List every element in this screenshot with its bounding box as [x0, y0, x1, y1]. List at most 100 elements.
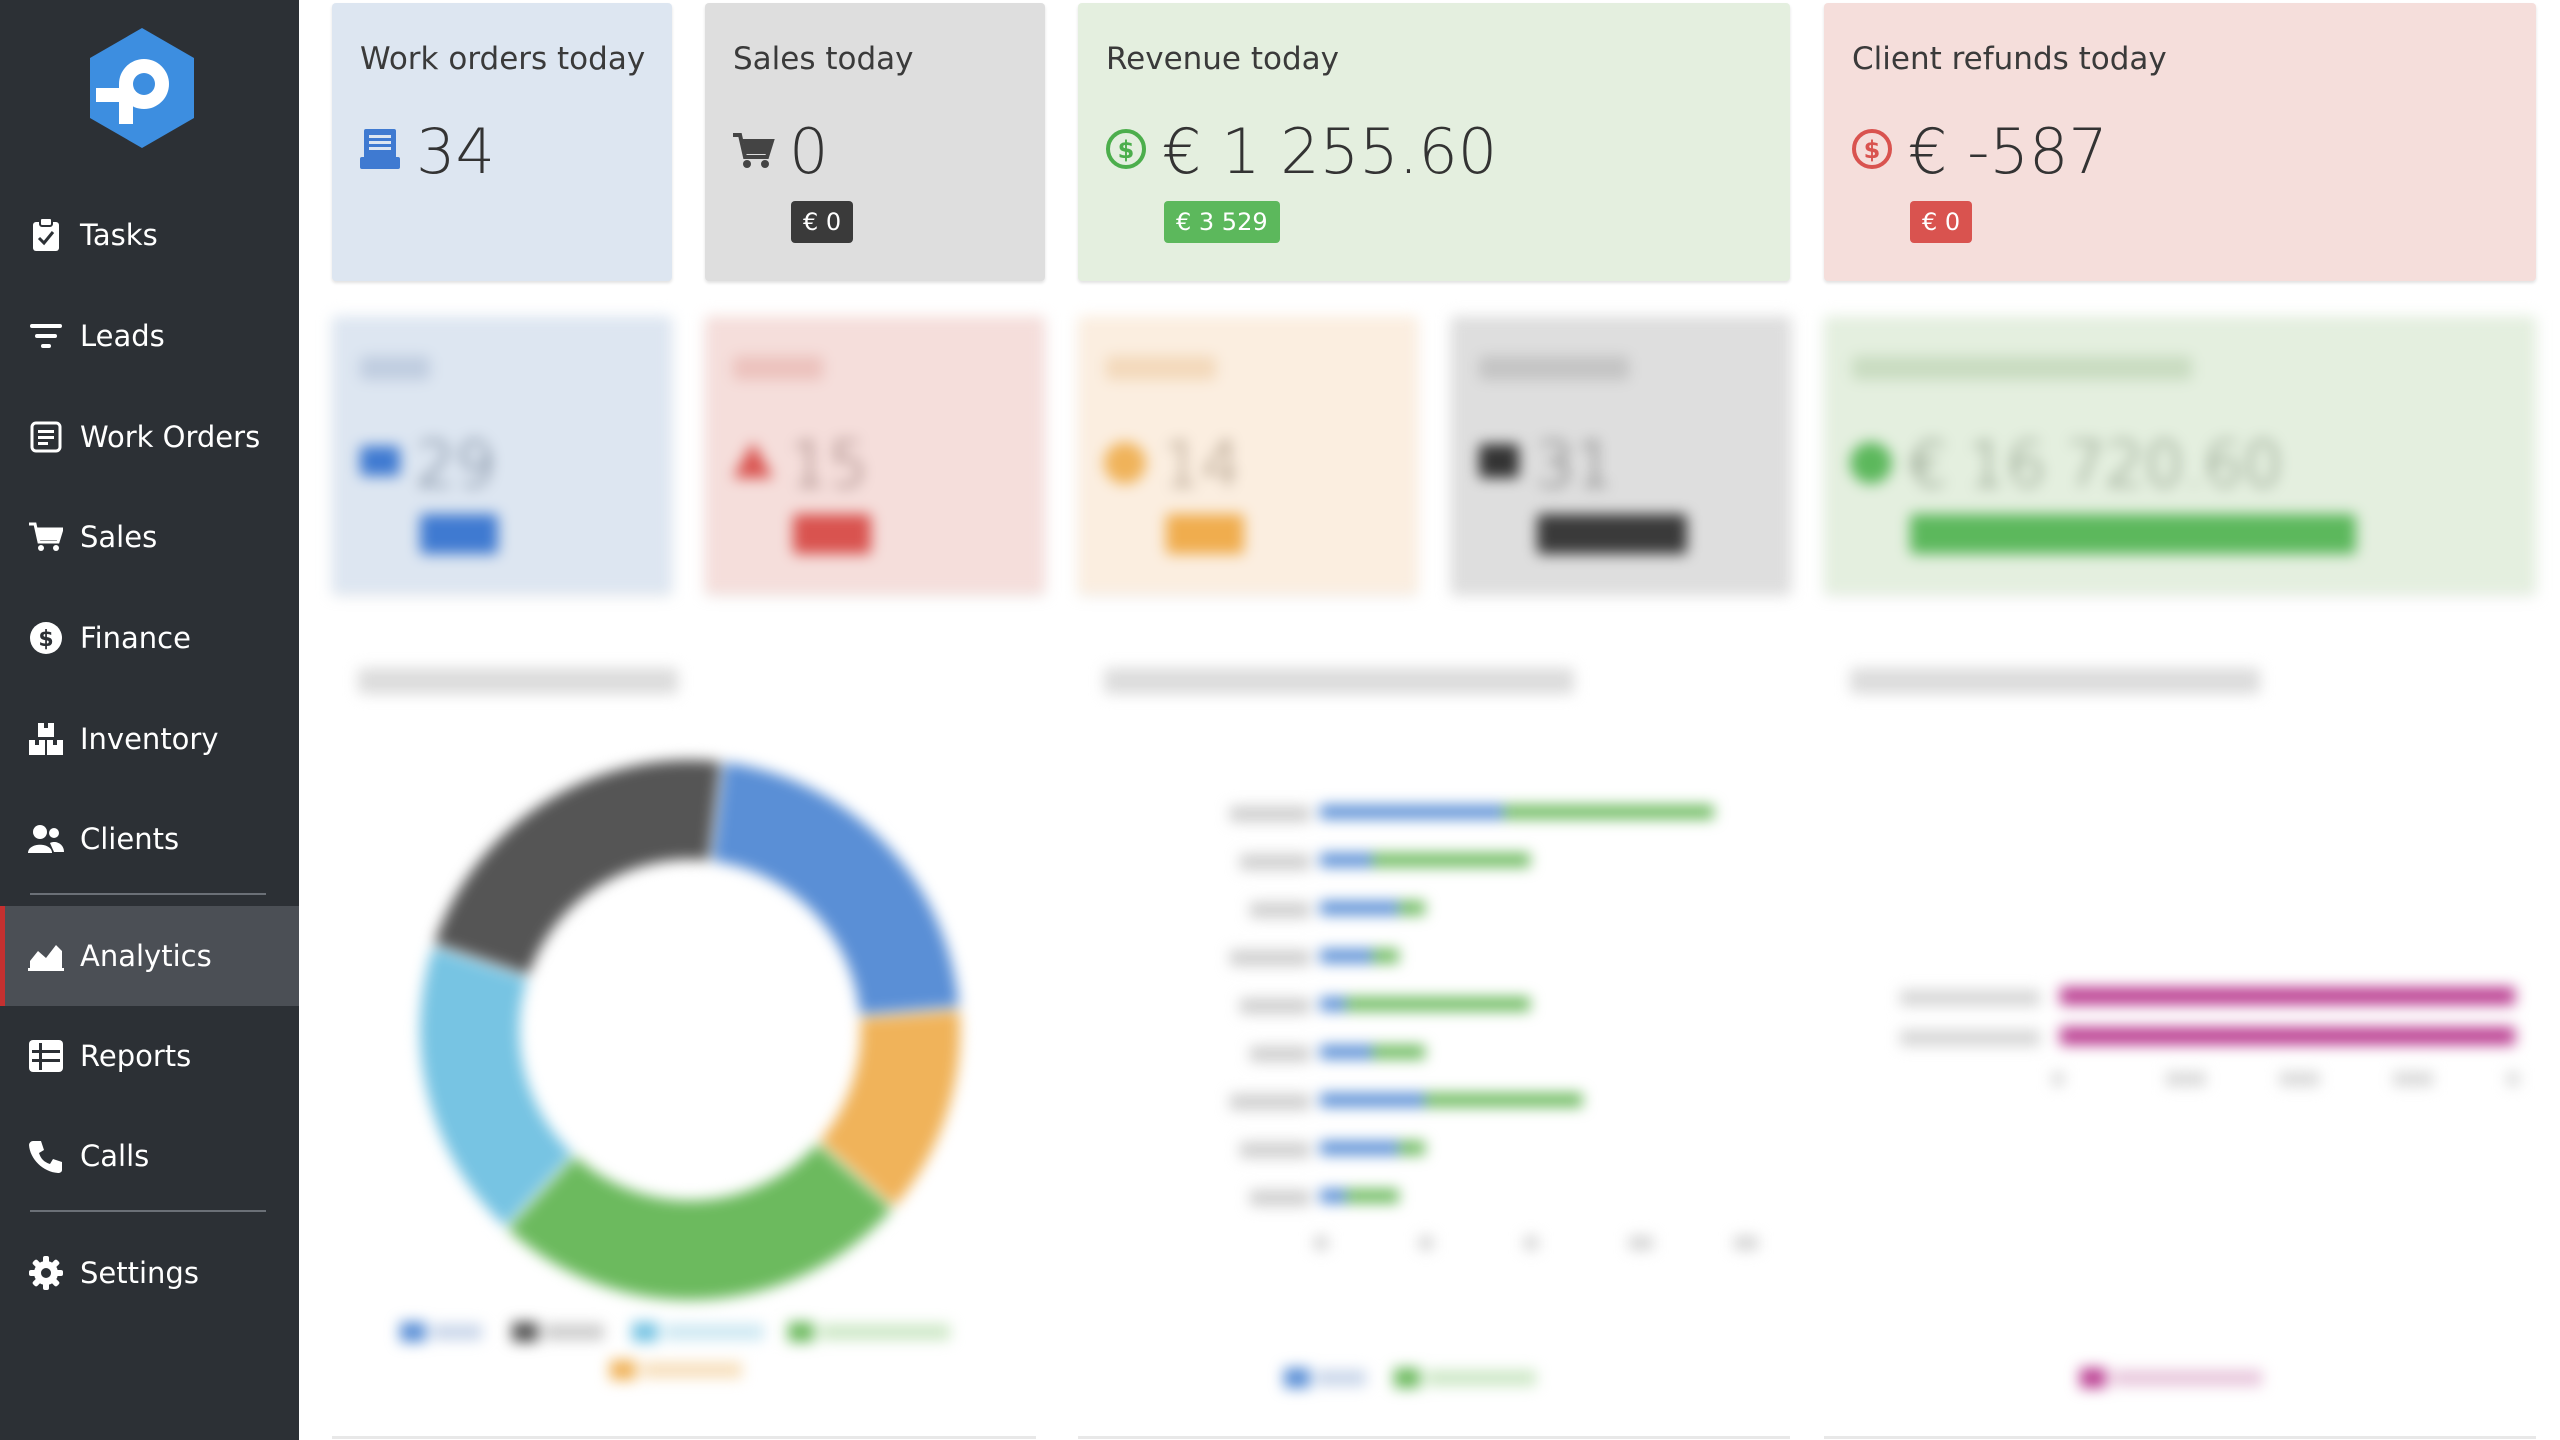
clipboard-check-icon: [28, 217, 64, 253]
legend-swatch: [2080, 1368, 2106, 1388]
bar-in-progress: [1425, 1093, 1583, 1107]
card-title: Work orders today: [360, 41, 646, 77]
category-label: [1230, 950, 1310, 966]
card-value: 29: [416, 428, 495, 501]
legend-label: [432, 1324, 482, 1340]
bar-work-orders: [2060, 1027, 2515, 1045]
sidebar-item-label: Clients: [80, 822, 180, 856]
category-label: [1230, 1094, 1310, 1110]
legend-label: [1426, 1370, 1536, 1386]
filter-icon: [28, 318, 64, 354]
sidebar-item-sales[interactable]: Sales: [0, 487, 299, 587]
category-label: [1240, 1142, 1310, 1158]
card-title: Sales today: [733, 41, 914, 77]
gear-icon: [28, 1255, 64, 1291]
sidebar: Tasks Leads Work Orders Sales $ Finance …: [0, 0, 299, 1440]
card-work-orders-today[interactable]: Work orders today 34: [332, 3, 672, 281]
tick-label: [2507, 1072, 2519, 1086]
sidebar-item-clients[interactable]: Clients: [0, 789, 299, 889]
card-value: 14: [1162, 428, 1241, 501]
legend-label: [1316, 1370, 1366, 1386]
bar-in-progress: [1372, 853, 1530, 867]
donut-slice: [707, 757, 964, 1019]
card-new-work-orders[interactable]: 29: [332, 316, 672, 594]
boxes-icon: [28, 721, 64, 757]
donut-slice: [429, 756, 725, 980]
legend-swatch: [610, 1360, 636, 1380]
sidebar-item-inventory[interactable]: Inventory: [0, 689, 299, 789]
category-label: [1900, 990, 2040, 1006]
sidebar-item-label: Sales: [80, 520, 158, 554]
card-total-money-in-cashboxes[interactable]: € 16 720.60: [1824, 316, 2536, 594]
card-badge: [1537, 514, 1687, 554]
dollar-circle-icon: $: [28, 620, 64, 656]
card-value: 0: [789, 115, 829, 188]
tick-label: [1419, 1236, 1433, 1250]
card-title: Client refunds today: [1852, 41, 2167, 77]
card-value: € -587: [1908, 115, 2108, 188]
tick-label: [2165, 1072, 2206, 1086]
panel-border: [1824, 1436, 2536, 1439]
clock-icon: [1104, 442, 1146, 484]
sidebar-item-label: Settings: [80, 1256, 199, 1290]
area-chart-icon: [28, 938, 64, 974]
legend-swatch: [788, 1322, 814, 1342]
category-label: [1250, 1190, 1310, 1206]
card-title-placeholder: [1106, 356, 1216, 380]
sidebar-item-analytics[interactable]: Analytics: [0, 906, 299, 1006]
bar-new: [1320, 901, 1399, 915]
card-value: € 16 720.60: [1908, 428, 2283, 501]
donut-chart[interactable]: [400, 740, 980, 1320]
donut-legend: [400, 1318, 960, 1346]
card-client-refunds-today[interactable]: Client refunds today $ € -587 € 0: [1824, 3, 2536, 281]
sidebar-item-label: Finance: [80, 621, 191, 655]
bar-in-progress: [1372, 949, 1399, 963]
category-label: [1250, 1046, 1310, 1062]
legend-swatch: [400, 1322, 426, 1342]
panel-title-work-orders-by-specialist: [1104, 668, 1574, 694]
sidebar-item-settings[interactable]: Settings: [0, 1223, 299, 1323]
tick-label: [2279, 1072, 2320, 1086]
card-value: 31: [1535, 428, 1614, 501]
legend-label: [664, 1324, 764, 1340]
card-title-placeholder: [360, 356, 430, 380]
table-icon: [28, 1038, 64, 1074]
sidebar-item-label: Calls: [80, 1139, 150, 1173]
bar-new: [1320, 949, 1373, 963]
svg-text:$: $: [1118, 136, 1135, 164]
card-receivables[interactable]: 31: [1451, 316, 1791, 594]
bar-in-progress: [1346, 1189, 1399, 1203]
app-logo-icon[interactable]: [82, 26, 202, 150]
phone-icon: [28, 1138, 64, 1174]
legend-swatch: [1284, 1368, 1310, 1388]
dollar-circle-icon: [1850, 442, 1892, 484]
card-value: € 1 255.60: [1162, 115, 1498, 188]
sidebar-item-calls[interactable]: Calls: [0, 1106, 299, 1206]
card-badge: € 0: [1910, 201, 1973, 243]
legend-label: [2112, 1370, 2262, 1386]
card-title-placeholder: [1852, 356, 2192, 380]
card-urgent-work-orders[interactable]: 15: [705, 316, 1045, 594]
card-sales-today[interactable]: Sales today 0 € 0: [705, 3, 1045, 281]
bar-new: [1320, 853, 1373, 867]
sidebar-item-finance[interactable]: $ Finance: [0, 588, 299, 688]
category-label: [1240, 854, 1310, 870]
donut-slice: [502, 1138, 898, 1304]
card-title-placeholder: [1479, 356, 1629, 380]
card-overdue-work-orders[interactable]: 14: [1078, 316, 1418, 594]
svg-text:$: $: [1864, 136, 1881, 164]
svg-text:$: $: [38, 627, 53, 652]
bar-new: [1320, 1141, 1399, 1155]
sidebar-item-leads[interactable]: Leads: [0, 286, 299, 386]
lost-work-orders-bar-chart[interactable]: [1890, 970, 2530, 1100]
sidebar-item-reports[interactable]: Reports: [0, 1006, 299, 1106]
sidebar-item-label: Tasks: [80, 218, 158, 252]
donut-slice: [416, 941, 579, 1233]
dollar-circle-icon: $: [1852, 129, 1892, 169]
card-value: 15: [789, 428, 868, 501]
category-label: [1900, 1030, 2040, 1046]
specialist-bar-chart[interactable]: [1190, 790, 1790, 1270]
sidebar-item-work-orders[interactable]: Work Orders: [0, 387, 299, 487]
card-revenue-today[interactable]: Revenue today $ € 1 255.60 € 3 529: [1078, 3, 1790, 281]
sidebar-item-tasks[interactable]: Tasks: [0, 185, 299, 285]
